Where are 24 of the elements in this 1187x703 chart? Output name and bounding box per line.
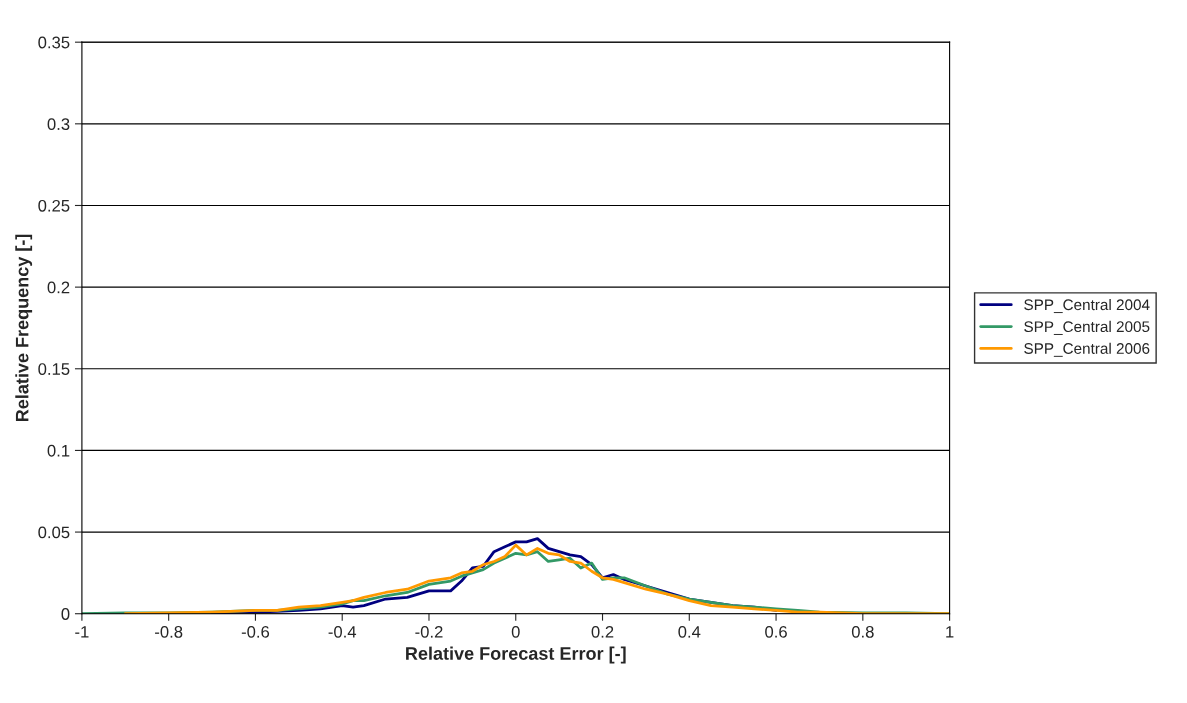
x-tick-label: -0.6 [241,625,270,638]
y-tick-label: 0 [61,608,70,620]
x-tick-label: 0.2 [591,625,614,638]
legend-label: SPP_Central 2005 [1024,320,1150,335]
x-tick-label: 0.8 [851,625,874,638]
y-tick-label: 0.15 [38,363,70,375]
y-tick-label: 0.35 [38,36,70,49]
x-tick-label: -0.2 [415,625,443,638]
x-tick-label: 0.4 [678,625,701,638]
x-axis-title: Relative Forecast Error [-] [406,646,626,664]
x-tick-label: 1 [946,626,954,638]
y-tick-label: 0.1 [47,444,70,457]
y-axis-title: Relative Frequency [-] [15,234,33,422]
x-tick-label: -1 [75,626,89,638]
x-tick-label: 0 [511,625,520,638]
x-tick-label: -0.8 [155,625,183,638]
x-tick-label: -0.4 [328,625,357,638]
legend-label: SPP_Central 2006 [1024,342,1150,357]
y-tick-label: 0.25 [38,199,70,212]
legend-label: SPP_Central 2004 [1024,298,1150,314]
y-tick-label: 0.2 [47,281,70,294]
x-tick-label: 0.6 [765,625,787,638]
y-tick-label: 0.05 [38,526,70,539]
y-tick-label: 0.3 [47,118,70,131]
